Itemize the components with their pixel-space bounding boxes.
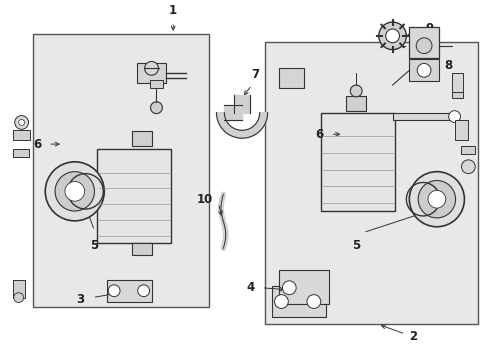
Bar <box>98 149 171 243</box>
Text: 5: 5 <box>90 239 98 252</box>
Circle shape <box>307 294 321 309</box>
Text: 3: 3 <box>76 293 85 306</box>
Bar <box>13 130 30 140</box>
Circle shape <box>108 285 120 297</box>
Circle shape <box>282 281 296 294</box>
Text: 7: 7 <box>251 68 259 81</box>
Bar <box>107 280 151 302</box>
Circle shape <box>428 190 446 208</box>
Polygon shape <box>217 113 268 138</box>
Circle shape <box>416 38 432 54</box>
Circle shape <box>55 172 95 211</box>
Bar <box>137 63 166 83</box>
Circle shape <box>379 22 406 50</box>
Text: 4: 4 <box>246 281 255 294</box>
Bar <box>409 59 439 81</box>
Circle shape <box>150 102 162 114</box>
Bar <box>279 68 304 88</box>
Text: 5: 5 <box>352 239 360 252</box>
Circle shape <box>15 116 28 129</box>
Bar <box>455 121 468 140</box>
Circle shape <box>386 29 399 43</box>
Bar <box>132 131 151 146</box>
Bar <box>452 92 464 98</box>
Text: 9: 9 <box>425 22 433 36</box>
Bar <box>279 270 329 305</box>
Bar <box>13 149 28 157</box>
Bar <box>422 181 454 217</box>
Bar <box>392 113 457 121</box>
Bar <box>132 243 151 255</box>
Bar <box>271 286 326 317</box>
Bar <box>346 96 366 111</box>
Bar <box>462 146 475 154</box>
Circle shape <box>417 63 431 77</box>
FancyBboxPatch shape <box>33 34 209 307</box>
Text: 6: 6 <box>33 138 41 150</box>
Text: 10: 10 <box>196 193 213 206</box>
Text: 8: 8 <box>445 59 453 72</box>
Circle shape <box>65 181 85 201</box>
Circle shape <box>274 294 288 309</box>
FancyBboxPatch shape <box>265 42 478 324</box>
Circle shape <box>19 120 25 125</box>
Circle shape <box>45 162 104 221</box>
Circle shape <box>145 62 158 75</box>
Bar <box>58 172 93 211</box>
Circle shape <box>409 172 465 227</box>
Bar <box>321 113 394 211</box>
Bar <box>13 280 24 298</box>
Bar <box>409 27 439 58</box>
Bar <box>452 73 464 93</box>
Circle shape <box>138 285 149 297</box>
Circle shape <box>350 85 362 97</box>
Text: 2: 2 <box>409 330 417 343</box>
Circle shape <box>14 293 24 302</box>
Circle shape <box>418 180 456 218</box>
Circle shape <box>449 111 461 122</box>
Text: 6: 6 <box>316 128 324 141</box>
Text: 1: 1 <box>169 4 177 17</box>
Circle shape <box>462 160 475 174</box>
Bar <box>149 80 163 88</box>
